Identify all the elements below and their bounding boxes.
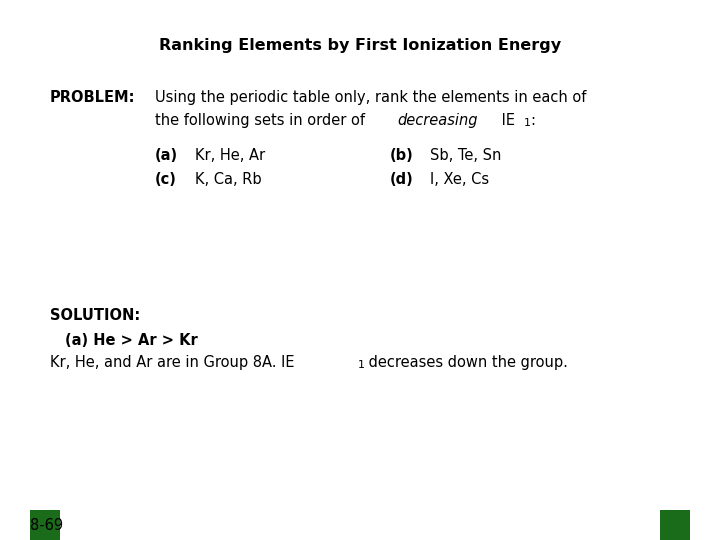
Text: (a) He > Ar > Kr: (a) He > Ar > Kr	[65, 333, 198, 348]
Text: Kr, He, and Ar are in Group 8A. IE: Kr, He, and Ar are in Group 8A. IE	[50, 355, 294, 370]
Text: 8-69: 8-69	[30, 518, 63, 533]
Text: Using the periodic table only, rank the elements in each of: Using the periodic table only, rank the …	[155, 90, 586, 105]
Text: SOLUTION:: SOLUTION:	[50, 308, 140, 323]
Text: I, Xe, Cs: I, Xe, Cs	[430, 172, 489, 187]
Text: (d): (d)	[390, 172, 414, 187]
Text: 1: 1	[524, 118, 531, 128]
Text: IE: IE	[497, 113, 515, 128]
Text: (c): (c)	[155, 172, 177, 187]
Text: the following sets in order of: the following sets in order of	[155, 113, 369, 128]
Text: :: :	[530, 113, 535, 128]
FancyBboxPatch shape	[660, 510, 690, 540]
Text: (a): (a)	[155, 148, 178, 163]
Text: decreasing: decreasing	[397, 113, 477, 128]
Text: PROBLEM:: PROBLEM:	[50, 90, 135, 105]
Text: 1: 1	[358, 360, 365, 370]
Text: K, Ca, Rb: K, Ca, Rb	[195, 172, 261, 187]
Text: Kr, He, Ar: Kr, He, Ar	[195, 148, 265, 163]
FancyBboxPatch shape	[30, 510, 60, 540]
Text: Sb, Te, Sn: Sb, Te, Sn	[430, 148, 501, 163]
Text: Ranking Elements by First Ionization Energy: Ranking Elements by First Ionization Ene…	[159, 38, 561, 53]
Text: decreases down the group.: decreases down the group.	[364, 355, 568, 370]
Text: (b): (b)	[390, 148, 414, 163]
